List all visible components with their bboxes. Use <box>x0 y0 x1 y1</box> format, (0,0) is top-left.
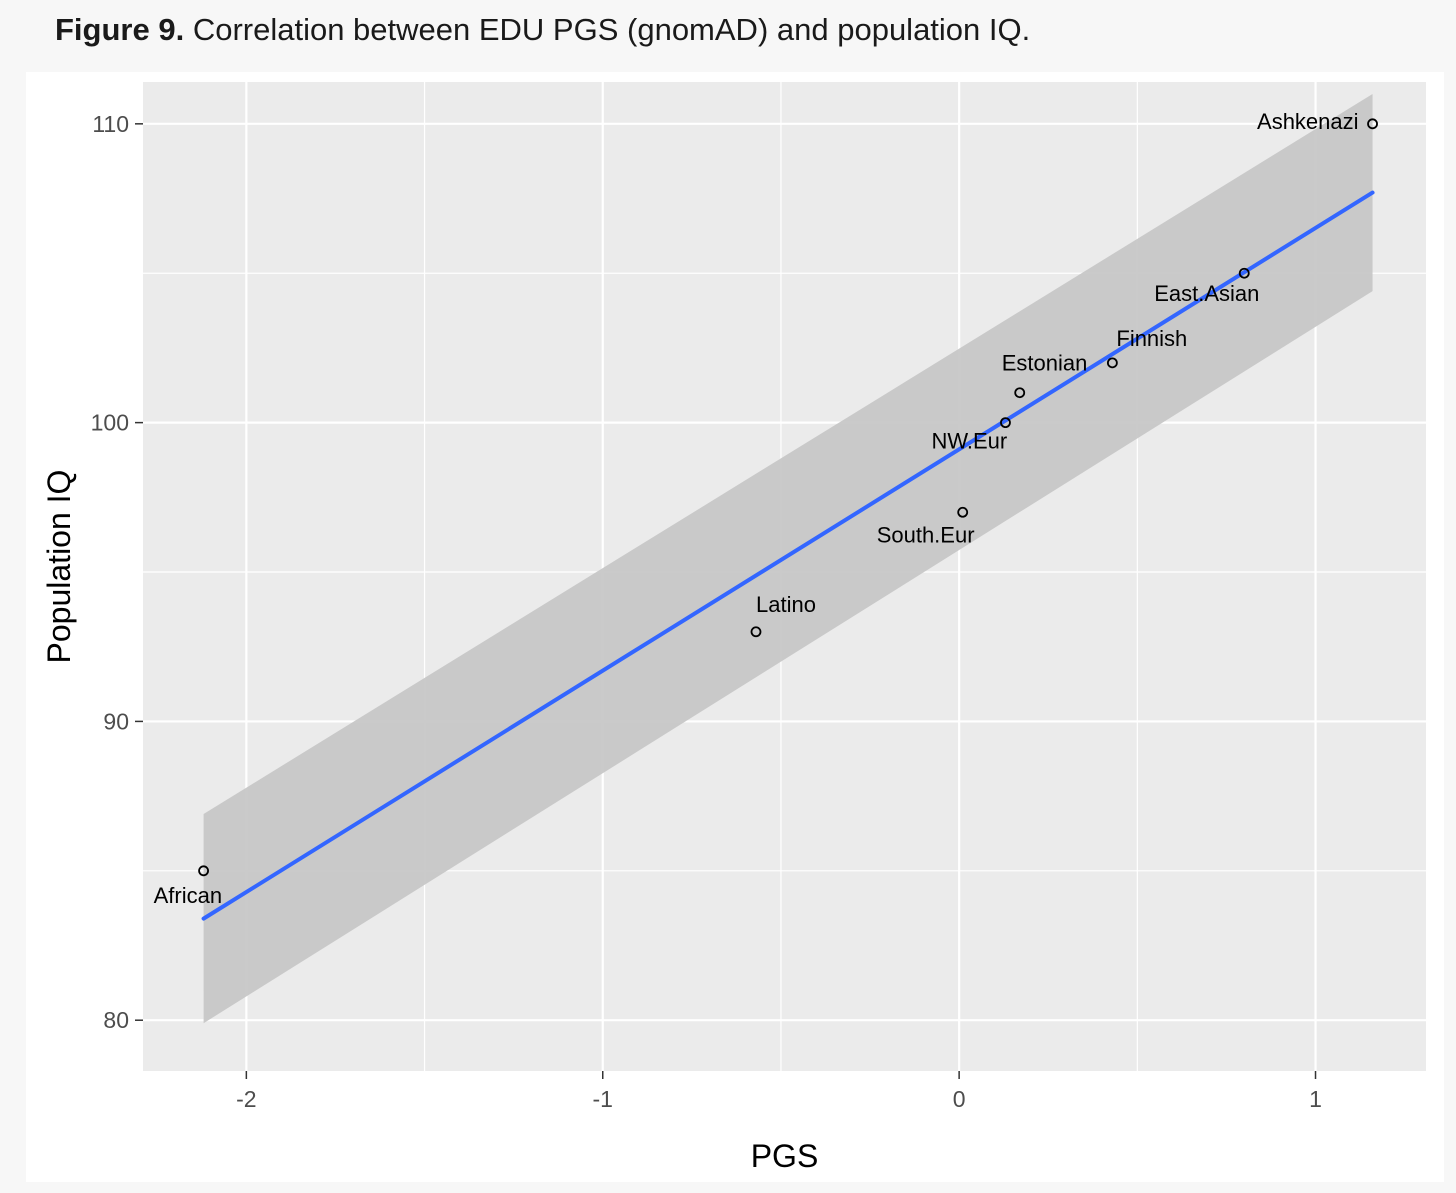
data-point <box>1000 417 1011 429</box>
point-label: Finnish <box>1116 326 1187 351</box>
point-label: Ashkenazi <box>1257 109 1359 134</box>
x-tick-label: 0 <box>953 1086 966 1112</box>
x-tick-label: 1 <box>1309 1086 1322 1112</box>
y-tick-label: 100 <box>91 410 129 436</box>
point-label: NW.Eur <box>931 429 1007 454</box>
point-label: South.Eur <box>877 522 975 547</box>
data-point <box>750 626 762 638</box>
y-tick-label: 90 <box>103 708 129 734</box>
point-label: Estonian <box>1002 351 1088 376</box>
x-axis-title: PGS <box>751 1138 819 1174</box>
data-point <box>198 865 209 877</box>
figure-caption: Figure 9. Correlation between EDU PGS (g… <box>55 12 1030 48</box>
data-point <box>1238 267 1250 279</box>
data-point <box>957 506 969 518</box>
data-point <box>1367 118 1378 130</box>
data-point <box>1014 387 1026 399</box>
data-point <box>1106 357 1118 369</box>
y-axis-title: Population IQ <box>41 470 77 664</box>
point-label: African <box>154 883 222 908</box>
confidence-band <box>203 93 1373 1024</box>
figure-caption-text: Correlation between EDU PGS (gnomAD) and… <box>184 12 1031 47</box>
point-label: Latino <box>756 592 816 617</box>
x-tick-label: -2 <box>236 1086 256 1112</box>
y-tick-label: 110 <box>92 111 129 137</box>
point-label: East.Asian <box>1154 281 1259 306</box>
regression-line <box>201 190 1375 921</box>
y-tick-label: 80 <box>103 1007 129 1033</box>
figure-number: Figure 9. <box>55 12 185 47</box>
x-tick-label: -1 <box>593 1086 613 1112</box>
